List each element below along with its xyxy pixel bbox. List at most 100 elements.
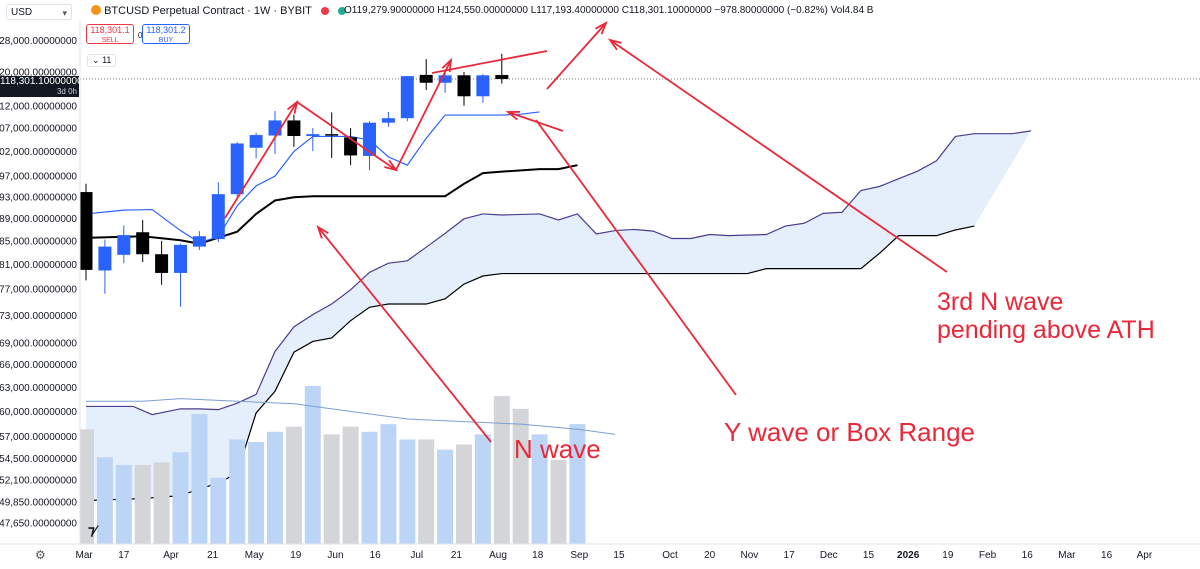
time-tick-label: 21	[451, 550, 463, 561]
time-tick-label: 17	[784, 550, 796, 561]
sell-price: 118,301.1	[90, 25, 130, 35]
chart-header: USD ▾ BTCUSD Perpetual Contract · 1W · B…	[0, 0, 1200, 22]
currency-dropdown-label: USD	[11, 7, 33, 18]
candle-body	[192, 236, 206, 247]
candle-body	[457, 75, 471, 97]
volume-bar	[418, 439, 435, 544]
time-tick-label: Mar	[75, 550, 93, 561]
annotation-y-wave: Y wave or Box Range	[724, 417, 975, 447]
candle-body	[287, 120, 301, 136]
volume-bar	[304, 385, 321, 544]
price-tick-label: 97,000.00000000	[0, 172, 77, 183]
time-tick-label: 16	[1022, 550, 1034, 561]
currency-dropdown[interactable]: USD ▾	[6, 4, 72, 20]
time-tick-label: 20	[704, 550, 716, 561]
price-tick-label: 112,000.00000000	[0, 101, 77, 112]
candle-body	[211, 194, 225, 240]
tradingview-logo-icon: ⁊⁄	[88, 522, 96, 538]
candle-body	[438, 75, 452, 83]
indicator-toggle[interactable]: ⌄ 11	[87, 54, 117, 67]
sell-label: SELL	[101, 37, 119, 44]
status-dot-icon	[320, 7, 329, 15]
symbol-title-text: BTCUSD Perpetual Contract · 1W · BYBIT	[104, 5, 312, 17]
time-tick-label: Jul	[410, 550, 423, 561]
candle-body	[98, 246, 112, 271]
time-tick-label: 2026	[897, 550, 920, 561]
volume-label: Vol	[830, 5, 845, 16]
price-tick-label: 57,000.00000000	[0, 432, 77, 443]
volume-bar	[78, 429, 94, 544]
arrow-head	[505, 110, 521, 121]
last-price-tag: 118,301.10000000 3d 0h	[0, 76, 83, 97]
candle-body	[117, 235, 131, 255]
volume-bar	[191, 413, 208, 544]
chevron-down-icon: ⌄	[92, 55, 100, 65]
volume-bar	[96, 457, 113, 544]
high-label: H	[437, 5, 445, 16]
time-tick-label: May	[245, 550, 264, 561]
gear-icon[interactable]: ⚙	[35, 548, 46, 562]
volume-bar	[115, 464, 132, 544]
volume-bar	[153, 462, 170, 544]
time-tick-label: Apr	[1137, 550, 1153, 561]
buy-price: 118,301.2	[146, 25, 186, 35]
symbol-title[interactable]: BTCUSD Perpetual Contract · 1W · BYBIT	[91, 5, 346, 17]
price-tick-label: 66,000.00000000	[0, 360, 77, 371]
price-tick-label: 52,100.00000000	[0, 476, 77, 487]
change-value: −978.80000000 (−0.82%)	[714, 5, 828, 16]
indicator-count: 11	[102, 55, 112, 65]
time-tick-label: 16	[370, 550, 382, 561]
arrow-head	[594, 21, 608, 35]
time-tick-label: Sep	[570, 550, 588, 561]
volume-bar	[229, 439, 246, 544]
volume-bar	[134, 464, 151, 544]
volume-bar	[569, 424, 586, 544]
price-tick-label: 93,000.00000000	[0, 192, 77, 203]
bitcoin-icon	[91, 5, 101, 15]
time-tick-label: 16	[1101, 550, 1113, 561]
candle-body	[174, 244, 187, 273]
sell-button[interactable]: 118,301.1 SELL	[86, 24, 134, 44]
volume-bar	[399, 439, 416, 544]
candle-body	[363, 122, 376, 156]
price-tick-label: 81,000.00000000	[0, 260, 77, 271]
annotation-arrow	[546, 22, 607, 90]
chevron-down-icon: ▾	[62, 8, 67, 18]
price-tick-label: 73,000.00000000	[0, 311, 77, 322]
buy-button[interactable]: 118,301.2 BUY	[142, 24, 190, 44]
time-tick-label: 18	[532, 550, 544, 561]
volume-bar	[531, 434, 548, 544]
volume-bar	[361, 431, 378, 544]
time-tick-label: Mar	[1058, 550, 1076, 561]
arrow-head	[287, 99, 299, 114]
annotation-arrow	[609, 39, 948, 273]
arrow-head	[441, 57, 453, 73]
volume-bar	[210, 477, 227, 544]
volume-bar	[172, 452, 189, 544]
low-label: L	[530, 5, 537, 16]
candle-body	[268, 120, 282, 136]
volume-bar	[550, 459, 567, 544]
price-tick-label: 102,000.00000000	[0, 147, 77, 158]
volume-bar	[285, 426, 302, 544]
annotation-arrow	[296, 101, 397, 171]
time-tick-label: Apr	[163, 550, 179, 561]
price-tick-label: 85,000.00000000	[0, 236, 77, 247]
candle-body	[400, 76, 414, 119]
candle-body	[381, 118, 395, 123]
time-tick-label: Aug	[489, 550, 507, 561]
price-tick-label: 107,000.00000000	[0, 124, 77, 135]
candle-body	[419, 74, 433, 83]
base-line	[85, 164, 578, 245]
time-tick-label: Nov	[740, 550, 758, 561]
time-axis-bg	[0, 544, 1200, 564]
candle-body	[476, 75, 490, 97]
candle-body	[249, 135, 263, 148]
arrow-head	[316, 224, 329, 239]
price-tick-label: 60,000.00000000	[0, 407, 77, 418]
time-tick-label: 17	[118, 550, 130, 561]
bar-countdown: 3d 0h	[56, 87, 77, 96]
volume-bar	[512, 408, 529, 544]
